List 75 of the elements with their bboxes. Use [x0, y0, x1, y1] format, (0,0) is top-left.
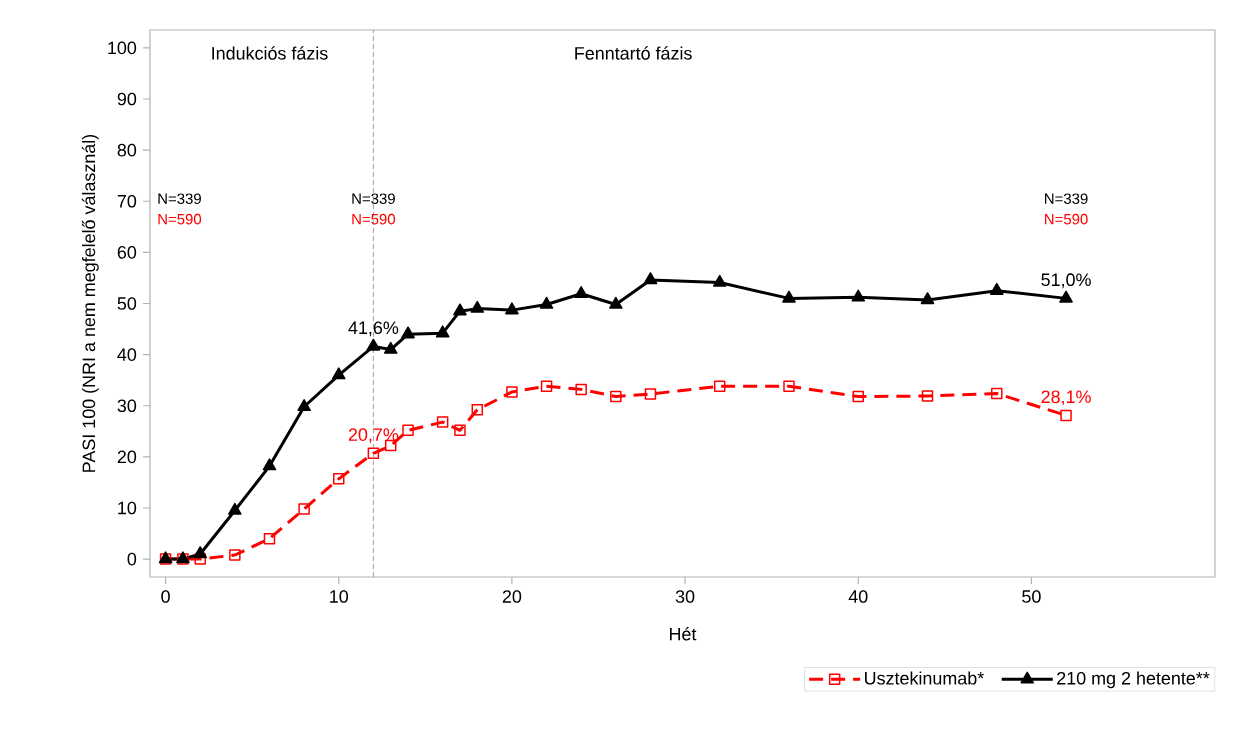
point — [609, 296, 623, 309]
point — [331, 367, 346, 380]
point — [851, 289, 866, 302]
point — [991, 387, 1003, 400]
y-tick-label: 0 — [127, 552, 137, 566]
point — [783, 380, 795, 393]
point — [263, 532, 276, 545]
point — [262, 458, 277, 471]
point — [644, 388, 657, 400]
data-label: 51,0% — [1041, 273, 1091, 289]
y-tick-label: 30 — [117, 399, 137, 413]
point — [229, 549, 241, 561]
annotation: Fenntartó fázis — [575, 46, 692, 60]
y-tick-label: 100 — [108, 41, 137, 55]
point — [610, 390, 622, 403]
annotation: Indukciós fázis — [212, 46, 328, 60]
legend-label: 210 mg 2 hetente** — [1057, 671, 1210, 689]
data-label: 28,1% — [1041, 390, 1091, 406]
x-tick-label: 0 — [161, 590, 170, 603]
point — [989, 282, 1004, 295]
point — [228, 502, 242, 515]
y-tick-label: 90 — [117, 92, 137, 106]
point — [540, 380, 553, 393]
data-label: 41,6% — [348, 321, 399, 337]
point — [643, 272, 658, 285]
annotation: N=339 — [352, 193, 395, 204]
point — [297, 399, 311, 412]
point — [1060, 409, 1072, 422]
point — [435, 325, 450, 338]
x-tick-label: 40 — [848, 590, 868, 603]
point — [402, 424, 414, 437]
point — [920, 292, 935, 305]
point — [193, 546, 208, 559]
point — [470, 300, 485, 313]
point — [713, 380, 726, 393]
y-tick-label: 70 — [117, 194, 137, 208]
point — [506, 386, 518, 398]
point — [298, 503, 310, 515]
point — [852, 390, 864, 403]
x-tick-label: 20 — [502, 590, 522, 603]
x-tick-label: 30 — [675, 590, 695, 603]
annotation: N=339 — [1045, 193, 1088, 204]
annotation: N=590 — [352, 213, 396, 225]
point — [1059, 290, 1073, 303]
y-tick-label: 60 — [117, 246, 137, 259]
y-tick-label: 20 — [117, 450, 137, 464]
annotation: N=590 — [158, 213, 202, 225]
point — [471, 404, 484, 416]
point — [454, 424, 466, 437]
data-label: 20,7% — [348, 428, 399, 444]
point — [575, 383, 587, 396]
x-tick-label: 10 — [330, 590, 349, 603]
point — [453, 303, 467, 316]
point — [436, 416, 449, 428]
x-axis-title: Hét — [670, 627, 697, 641]
point — [366, 338, 381, 351]
legend-label: Usztekinumab* — [865, 671, 984, 685]
y-axis-title: PASI 100 (NRI a nem megfelelő válasznál) — [81, 134, 99, 472]
annotation: N=590 — [1045, 213, 1088, 225]
point — [574, 286, 588, 299]
point — [782, 290, 796, 303]
point — [921, 390, 934, 402]
point — [367, 447, 380, 460]
point — [539, 296, 554, 309]
x-tick-label: 50 — [1022, 590, 1041, 603]
y-tick-label: 10 — [118, 501, 137, 515]
point — [401, 326, 415, 339]
point — [383, 341, 398, 354]
y-tick-label: 80 — [117, 143, 137, 157]
point — [505, 302, 519, 315]
annotation: N=339 — [158, 193, 201, 204]
y-tick-label: 50 — [117, 297, 137, 310]
point — [333, 473, 345, 485]
y-tick-label: 40 — [117, 348, 137, 361]
point — [712, 274, 727, 287]
